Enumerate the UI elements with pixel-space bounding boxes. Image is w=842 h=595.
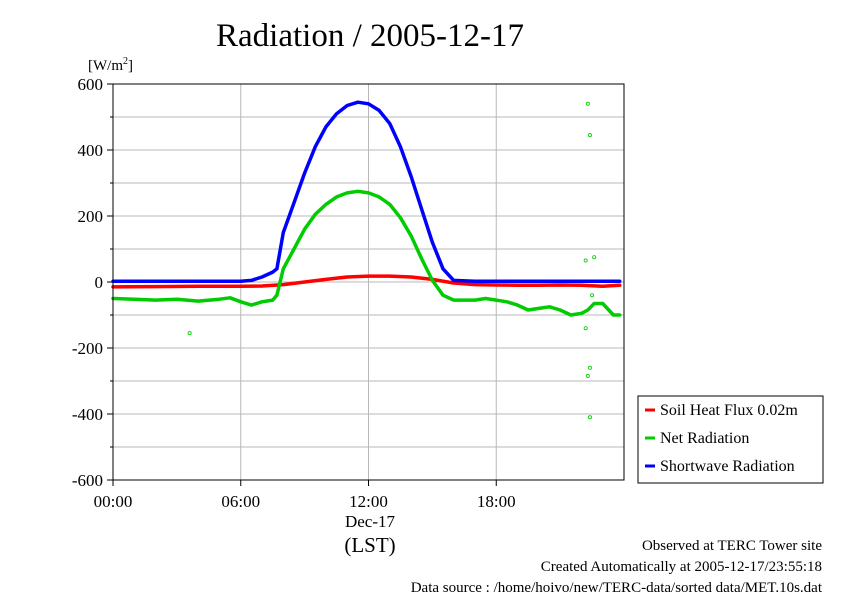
y-tick-label: -600 (72, 471, 103, 490)
outlier-point (585, 374, 590, 379)
outlier-point (587, 133, 592, 138)
outlier-point (583, 258, 588, 263)
series-line (111, 189, 622, 317)
outlier-point (587, 415, 592, 420)
x-tick-label: 12:00 (349, 492, 388, 511)
legend-box (637, 395, 824, 484)
outlier-point (590, 293, 595, 298)
outlier-point (587, 365, 592, 370)
legend-label: Soil Heat Flux 0.02m (660, 402, 798, 419)
x-date-label: Dec-17 (345, 512, 396, 531)
x-axis-label: (LST) (344, 533, 395, 557)
y-tick-label: 200 (78, 207, 104, 226)
y-tick-label: 600 (78, 75, 104, 94)
x-tick-label: 00:00 (94, 492, 133, 511)
y-unit-superscript: 2 (123, 56, 128, 67)
x-axis: 00:00 06:00 12:00 18:00 (94, 480, 516, 511)
legend-label: Net Radiation (660, 430, 749, 447)
plot-frame (112, 83, 625, 481)
plot-series (111, 100, 622, 420)
chart-title: Radiation / 2005-12-17 (216, 18, 524, 54)
legend: Soil Heat Flux 0.02m Net Radiation Shortwa… (637, 395, 824, 484)
footer-observed: Observed at TERC Tower site (642, 538, 822, 554)
outlier-point (592, 255, 597, 260)
y-tick-label: 400 (78, 141, 104, 160)
y-axis: 600 400 200 0 -200 -400 -600 (72, 75, 113, 490)
y-unit-text: [W/m (88, 58, 123, 74)
footer-created: Created Automatically at 2005-12-17/23:5… (541, 559, 822, 575)
series-line (111, 100, 622, 284)
x-tick-label: 06:00 (221, 492, 260, 511)
outlier-point (583, 326, 588, 331)
y-tick-label: -200 (72, 339, 103, 358)
x-tick-label: 18:00 (477, 492, 516, 511)
outlier-point (585, 101, 590, 106)
footer-source: Data source : /home/hoivo/new/TERC-data/… (411, 580, 823, 595)
y-unit-label: [W/m2] (88, 56, 133, 74)
y-tick-label: 0 (95, 273, 104, 292)
outlier-point (187, 331, 192, 336)
legend-label: Shortwave Radiation (660, 458, 795, 475)
y-tick-label: -400 (72, 405, 103, 424)
series-line (111, 274, 622, 289)
y-unit-close: ] (128, 58, 133, 74)
